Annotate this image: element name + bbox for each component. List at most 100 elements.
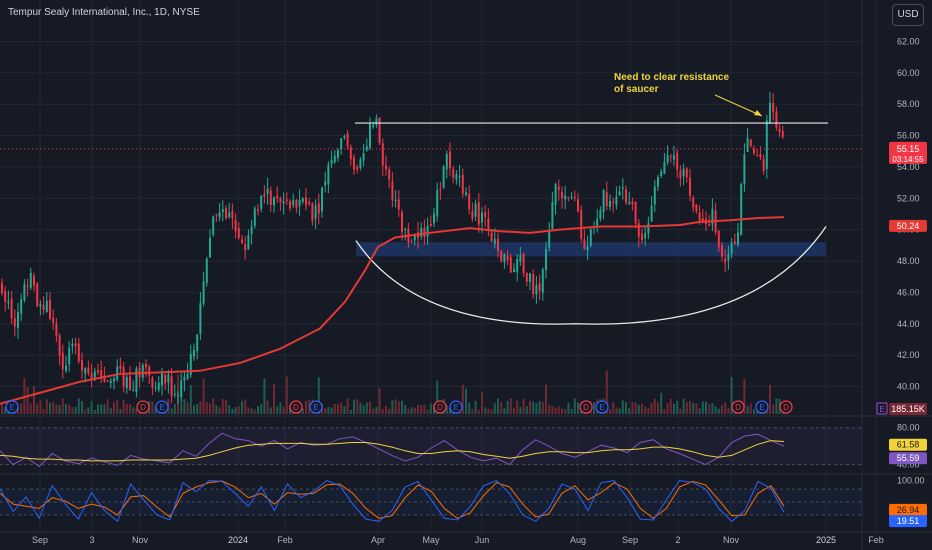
volume-bar [45,399,48,414]
earnings-marker: E [155,400,169,414]
volume-bar [490,408,493,414]
candle-body [45,301,48,313]
volume-bar [343,406,346,414]
candle-body [97,370,99,373]
volume-bar [221,399,224,414]
candle-body [420,228,423,237]
candle-body [289,201,291,209]
moving-average-line [0,216,785,405]
candle-body [234,220,237,232]
volume-bar [615,407,618,414]
grid [0,0,877,532]
candle-body [273,197,275,206]
volume-bar [749,403,752,414]
candle-body [193,349,195,357]
candle-body [439,189,442,191]
time-tick-label: Sep [622,535,638,545]
volume-bar [500,402,503,414]
candle-body [465,192,467,196]
currency-button[interactable]: USD [892,4,924,26]
volume-bar [20,403,23,414]
marker-letter: D [583,403,589,412]
candle-body [730,242,733,254]
volume-bar [711,403,714,414]
candle-body [26,285,29,287]
volume-bar [701,401,704,414]
price-tick-label: 58.00 [897,99,920,109]
candle-body [589,229,592,246]
candle-body [756,155,759,157]
candle-body [698,212,701,221]
volume-bar [721,405,723,414]
candle-body [365,146,368,151]
candle-body [292,200,295,206]
marker-letter: E [159,403,164,412]
candle-body [20,299,23,314]
tag-bg [889,219,927,232]
volume-bar [557,406,560,414]
volume-bar [717,408,720,414]
candle-body [55,323,58,337]
candle-body [599,210,602,219]
candle-body [321,187,323,212]
volume-bar [369,401,371,414]
volume-bar [673,403,675,414]
candle-body [266,188,269,194]
volume-bar [266,400,269,414]
volume-bar [429,403,432,414]
volume-bar [474,401,477,414]
candle-body [148,366,151,376]
candle-body [500,250,503,261]
candle-body [68,347,71,364]
candle-body [522,253,525,273]
volume-bar [708,403,711,414]
earnings-marker: E [5,400,19,414]
volume-bar [106,399,109,414]
volume-bar [42,409,45,414]
volume-bar [753,409,755,414]
candle-body [695,204,698,211]
candle-body [199,303,202,334]
volume-bar [237,406,240,414]
candle-body [545,248,547,270]
volume-bar [97,404,99,414]
annotation-text: Need to clear resistance of saucer [614,72,730,95]
dividend-marker: D [289,400,303,414]
volume-bar [285,376,288,414]
ma-value-tag: 50.24 [889,219,927,232]
candle-body [602,190,605,213]
marker-circle [449,400,463,414]
time-tick-label: Apr [371,535,385,545]
volume-bar [359,402,362,414]
candle-body [228,212,231,217]
tag-text: 26.94 [897,505,920,515]
candle-body [218,212,221,218]
tag-text: 185.15K [891,404,925,414]
candle-body [33,275,35,286]
volume-bar [417,404,419,414]
stoch-k-line [0,480,785,523]
candle-body [471,211,474,219]
marker-circle [155,400,169,414]
candle-body [276,195,279,199]
volume-bar [257,405,259,414]
candle-body [433,213,435,224]
volume-bar [410,407,413,414]
candle-body [669,156,672,158]
candle-body [81,360,83,371]
volume-bar [676,400,679,414]
candle-body [618,191,621,196]
candle-body [404,228,407,230]
candles [1,91,784,405]
candle-body [106,380,109,382]
candle-body [436,190,439,217]
candle-body [721,244,723,257]
candle-body [295,200,298,208]
volume-bar [666,403,669,414]
volume-bar [215,405,218,414]
candle-body [359,159,362,168]
candle-body [305,197,307,206]
volume-bar [484,407,487,414]
time-tick-label: Aug [570,535,586,545]
